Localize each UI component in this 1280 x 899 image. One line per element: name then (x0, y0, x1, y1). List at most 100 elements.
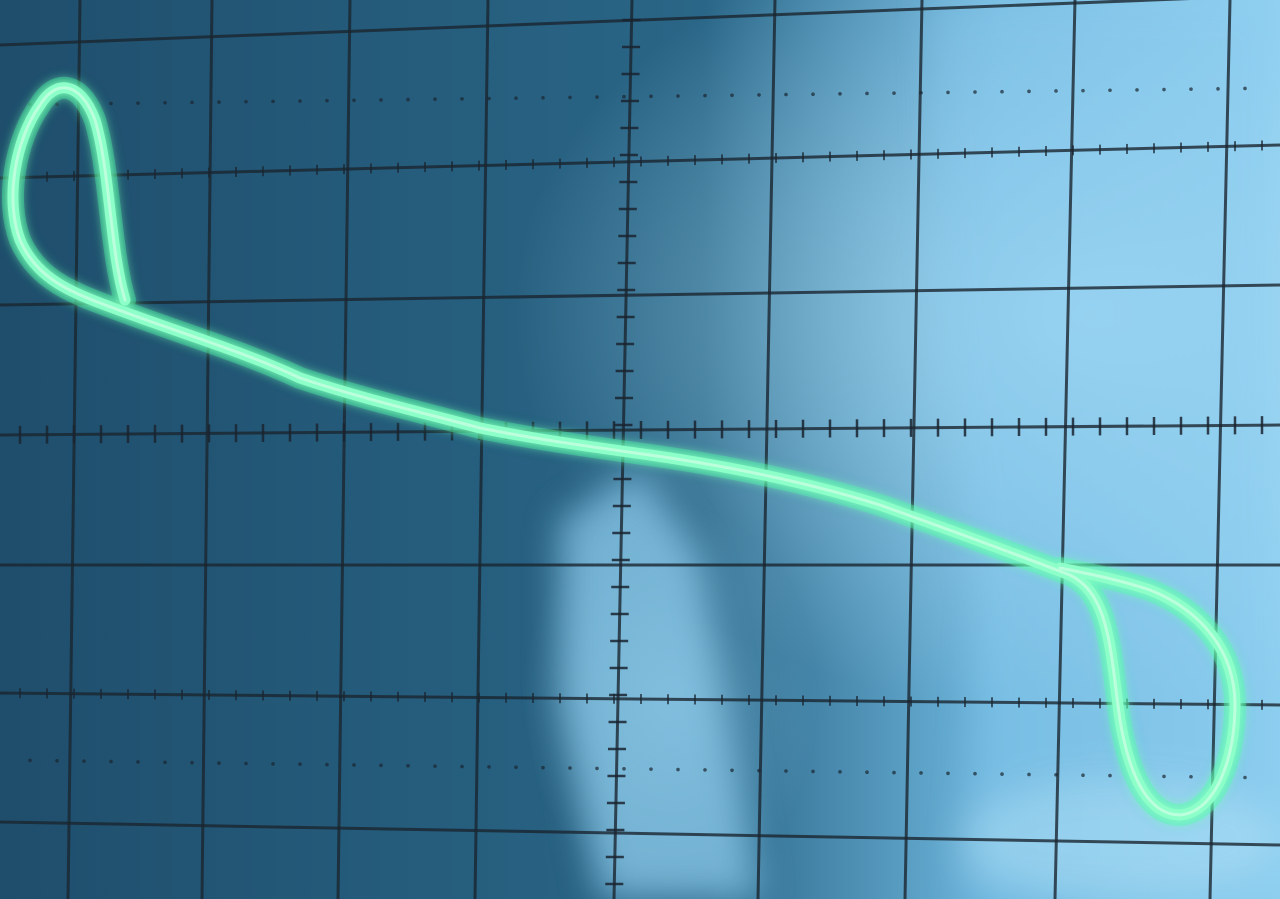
graticule-dot (217, 100, 221, 104)
graticule-dot (244, 761, 248, 766)
graticule-dot (946, 90, 950, 95)
graticule-dot (946, 771, 950, 776)
grid-line-horizontal (0, 283, 1280, 307)
graticule-dot (865, 91, 869, 96)
graticule-dot (1054, 773, 1058, 777)
graticule-dot (730, 93, 734, 98)
graticule-dot (541, 95, 545, 100)
graticule-dot (109, 101, 113, 106)
grid-line-vertical (1208, 0, 1232, 899)
graticule-dot (271, 762, 275, 766)
graticule-dot (514, 96, 518, 100)
graticule-dot (784, 92, 788, 97)
graticule-dot (865, 770, 869, 774)
graticule-dot (1081, 88, 1085, 93)
grid-line-vertical (756, 0, 777, 899)
graticule-dot (325, 98, 329, 103)
graticule-dot (136, 101, 140, 105)
graticule-dot (1243, 775, 1247, 780)
graticule-dot (649, 94, 653, 99)
graticule-dot (460, 764, 464, 769)
graticule-dot (487, 96, 491, 101)
grid-line-vertical (473, 0, 490, 899)
graticule-dot (1162, 87, 1166, 92)
graticule-dot (676, 767, 680, 772)
graticule-ticks (18, 18, 1264, 886)
graticule-dot (1027, 89, 1031, 94)
graticule-dot (433, 764, 437, 768)
graticule-dot (433, 97, 437, 102)
graticule-dot (1189, 87, 1193, 91)
graticule-dot (892, 91, 896, 95)
graticule-dot (703, 93, 707, 98)
grid-line-horizontal (0, 820, 1280, 847)
graticule-dot (973, 90, 977, 94)
grid-line-vertical (66, 0, 82, 899)
graticule-dot (1000, 772, 1004, 776)
graticule-dot (541, 765, 545, 770)
graticule-dot (1108, 773, 1112, 778)
graticule-dot (352, 763, 356, 767)
graticule-dot (757, 768, 761, 773)
graticule-dot (514, 765, 518, 770)
graticule-dot (1189, 774, 1193, 779)
graticule-dot (271, 99, 275, 104)
graticule-dot (649, 767, 653, 771)
graticule-dot (730, 768, 734, 773)
graticule-dot (892, 770, 896, 775)
graticule-dot (1216, 87, 1220, 91)
graticule-dot (919, 90, 923, 95)
graticule-dot (298, 762, 302, 767)
graticule-dot (811, 769, 815, 774)
graticule-dot (1135, 88, 1139, 92)
graticule-dot (379, 763, 383, 768)
grid-line-vertical (903, 0, 924, 899)
graticule-dot (379, 98, 383, 102)
graticule-dot (703, 768, 707, 772)
graticule-dot (406, 97, 410, 102)
graticule-dot (109, 759, 113, 764)
graticule-dot (136, 760, 140, 764)
graticule-dot (1081, 773, 1085, 778)
graticule-dot (487, 765, 491, 769)
graticule-dot (757, 93, 761, 97)
graticule-dot (217, 761, 221, 765)
grid-line-vertical (200, 0, 214, 899)
graticule-dot (352, 98, 356, 103)
graticule-dot (406, 763, 410, 768)
graticule-dot (82, 759, 86, 763)
graticule-dot (622, 766, 626, 771)
graticule-dot (325, 762, 329, 767)
signal-trace (1, 76, 1247, 827)
graticule-dot (919, 771, 923, 775)
graticule-dot (1108, 88, 1112, 93)
graticule-dot (595, 95, 599, 99)
graticule-dot (190, 100, 194, 105)
graticule-dot (298, 99, 302, 103)
graticule-dot (1000, 89, 1004, 94)
graticule-dot (568, 766, 572, 770)
graticule-dot (163, 760, 167, 765)
graticule-dot (460, 97, 464, 101)
graticule-dot (1162, 774, 1166, 779)
graticule-dot (622, 94, 626, 99)
graticule-dot (1027, 772, 1031, 777)
graticule-dot (811, 92, 815, 97)
graticule-dot (973, 771, 977, 776)
graticule-dot (595, 766, 599, 771)
trace-core (11, 86, 1237, 817)
graticule-dot (676, 94, 680, 98)
graticule-dot (784, 769, 788, 773)
grid-line-vertical (336, 0, 352, 899)
graticule-dot (55, 102, 59, 107)
graticule-dot (163, 101, 167, 105)
graticule-dot (244, 99, 248, 104)
graticule-dot (1054, 89, 1058, 93)
graticule-dot (838, 92, 842, 96)
graticule-dot (28, 758, 32, 763)
graticule-dot (838, 770, 842, 774)
graticule-dot (568, 95, 572, 100)
graticule-dots (28, 86, 1247, 780)
graticule-dot (190, 760, 194, 765)
